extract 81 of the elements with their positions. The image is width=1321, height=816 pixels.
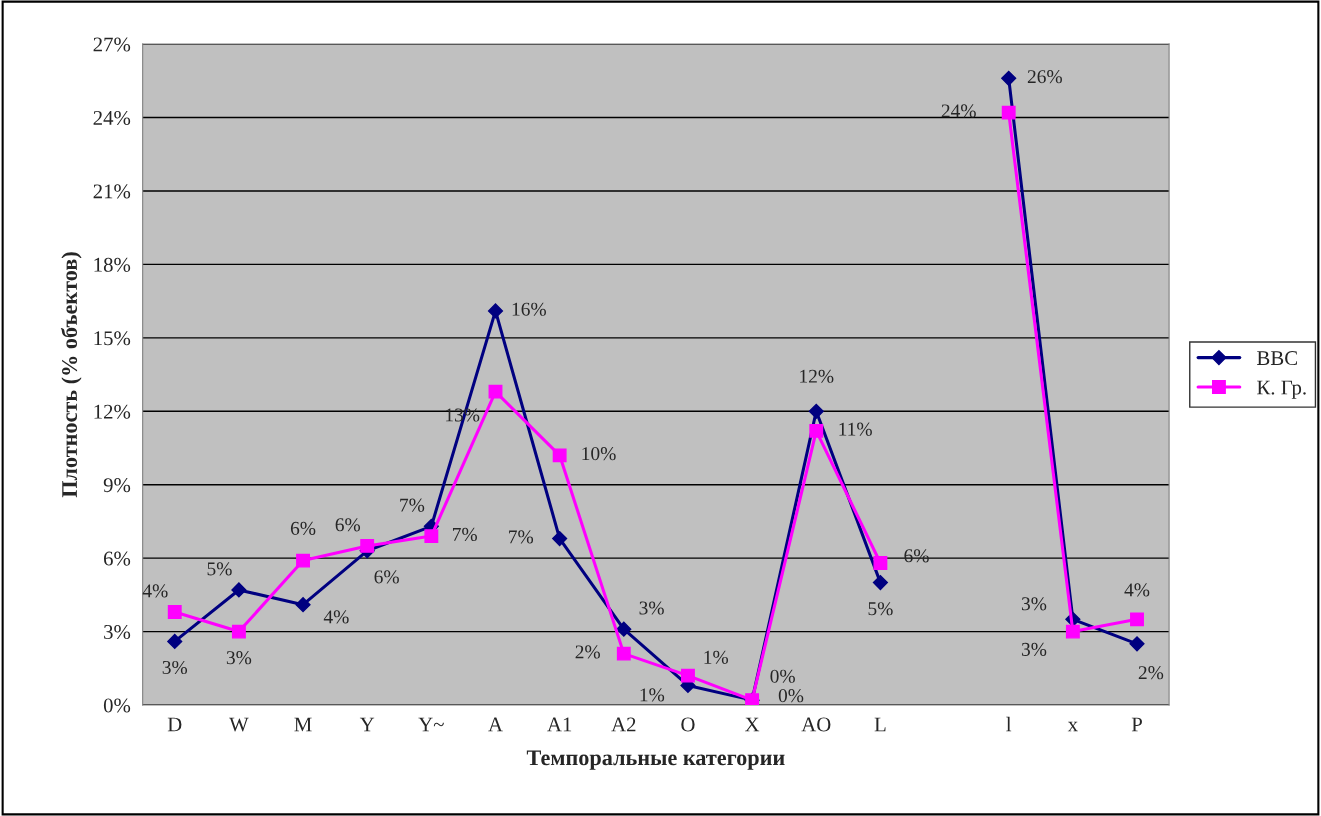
- data-label: 3%: [1021, 642, 1047, 656]
- data-label: 7%: [453, 527, 477, 542]
- point: [808, 403, 824, 419]
- point: [296, 553, 310, 568]
- point: [231, 582, 247, 598]
- y-tick-label: 21%: [93, 184, 131, 199]
- legend-label: К. Гр.: [1257, 380, 1306, 399]
- point: [424, 529, 439, 544]
- x-axis-title: Темпоральные категории: [526, 750, 785, 770]
- point: [167, 605, 182, 619]
- data-label: 3%: [226, 651, 252, 665]
- data-label: 11%: [839, 422, 872, 436]
- data-label: 6%: [335, 518, 361, 532]
- data-label: 1%: [640, 688, 665, 702]
- y-tick-label: 6%: [103, 551, 131, 566]
- data-label: 16%: [512, 302, 546, 316]
- data-label: 12%: [800, 369, 834, 383]
- y-tick-label: 24%: [93, 110, 131, 126]
- y-axis-title: Плотность (% объектов): [60, 252, 82, 498]
- x-tick-label: l: [1006, 716, 1012, 732]
- legend-label: BBC: [1257, 351, 1297, 366]
- y-tick-label: 27%: [93, 37, 131, 52]
- point: [681, 668, 695, 683]
- point: [873, 556, 888, 570]
- x-tick-label: A: [488, 717, 503, 732]
- x-tick-label: M: [294, 717, 312, 732]
- x-tick-label: O: [681, 717, 695, 732]
- point: [1065, 624, 1080, 639]
- data-label: 10%: [582, 447, 616, 461]
- data-label: 2%: [575, 645, 600, 659]
- point: [488, 384, 503, 399]
- x-tick-label: A1: [547, 717, 572, 732]
- data-label: 7%: [400, 498, 425, 512]
- data-label: 1%: [704, 650, 729, 664]
- point: [1001, 105, 1016, 120]
- y-tick-label: 0%: [103, 698, 131, 713]
- data-label: 3%: [162, 660, 188, 675]
- point: [295, 597, 311, 613]
- data-label: 2%: [1138, 666, 1164, 680]
- point: [1129, 636, 1145, 652]
- point: [872, 575, 888, 591]
- data-label: 24%: [941, 104, 976, 118]
- x-tick-label: A2: [611, 717, 636, 732]
- data-label: 3%: [1021, 597, 1047, 611]
- data-label: 5%: [207, 562, 232, 576]
- data-label: 6%: [374, 570, 399, 584]
- x-tick-label: Y~: [418, 717, 444, 732]
- x-tick-label: x: [1067, 721, 1078, 732]
- data-label: 0%: [770, 669, 795, 683]
- x-tick-label: X: [745, 717, 760, 732]
- y-tick-label: 12%: [94, 404, 131, 419]
- point: [552, 530, 568, 547]
- y-tick-label: 9%: [103, 478, 131, 493]
- x-tick-label: L: [874, 717, 886, 732]
- x-tick-label: W: [229, 717, 249, 732]
- data-label: 0%: [778, 689, 804, 703]
- data-label: 6%: [290, 521, 316, 535]
- point: [231, 624, 246, 639]
- data-label: 7%: [509, 530, 534, 544]
- point: [1001, 70, 1017, 86]
- point: [552, 448, 567, 463]
- x-tick-label: Y: [359, 717, 375, 732]
- point: [1130, 612, 1144, 627]
- y-tick-label: 18%: [94, 257, 131, 272]
- x-tick-label: P: [1131, 717, 1142, 732]
- point: [616, 621, 632, 637]
- point: [809, 423, 824, 438]
- point: [360, 538, 375, 553]
- x-tick-label: D: [167, 717, 182, 732]
- point: [616, 646, 631, 661]
- x-tick-label: AO: [801, 717, 831, 732]
- point: [167, 633, 183, 649]
- data-label: 4%: [142, 584, 168, 598]
- data-label: 3%: [639, 601, 664, 615]
- point: [487, 303, 504, 319]
- data-label: 4%: [1124, 583, 1150, 597]
- y-tick-label: 15%: [94, 331, 131, 346]
- data-label: 4%: [323, 610, 349, 624]
- data-label: 26%: [1027, 70, 1062, 84]
- y-tick-label: 3%: [104, 624, 131, 640]
- data-label: 5%: [868, 602, 893, 616]
